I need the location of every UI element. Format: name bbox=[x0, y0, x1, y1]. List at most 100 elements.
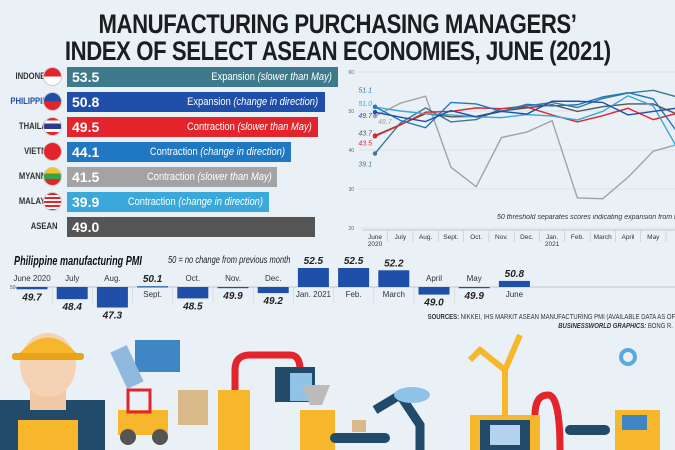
country-name: PHILIPPINES bbox=[10, 96, 58, 106]
pmi-bar-group: Aug. 47.3 bbox=[92, 274, 128, 322]
y-tick-label: 30 bbox=[348, 187, 354, 193]
pmi-bar bbox=[418, 287, 450, 295]
pmi-month-label: Feb. bbox=[346, 290, 362, 299]
bar-value: 53.5 bbox=[72, 69, 100, 85]
pmi-bar-group: June 2020 49.7 bbox=[13, 274, 51, 303]
country-name: ASEAN bbox=[31, 221, 58, 231]
series-start-label: 51.0 bbox=[358, 101, 372, 108]
pmi-month-label: April bbox=[426, 274, 442, 283]
y-tick-label: 50 bbox=[348, 109, 354, 115]
pmi-month-label: Jan. 2021 bbox=[296, 290, 332, 299]
series-line-indonesia bbox=[374, 89, 675, 154]
bar-value: 49.5 bbox=[72, 119, 100, 135]
bar-description: Contraction (change in direction) bbox=[149, 146, 285, 158]
country-bar: 41.5 Contraction (slower than May) bbox=[67, 167, 278, 187]
pmi-bar bbox=[177, 287, 209, 299]
conveyor-icon bbox=[300, 385, 390, 450]
series-line-thailand bbox=[374, 106, 675, 137]
pmi-chart-title: Philippine manufacturing PMI bbox=[14, 253, 142, 268]
x-tick-label: Nov. bbox=[495, 234, 508, 241]
pmi-value-label: 50.1 bbox=[143, 274, 163, 285]
pmi-bar bbox=[257, 287, 289, 294]
series-start-label: 51.1 bbox=[358, 88, 372, 95]
control-panel-icon bbox=[565, 410, 660, 450]
country-bar: 49.5 Contraction (slower than May) bbox=[67, 117, 318, 137]
series-start-label: 49.7 bbox=[358, 113, 373, 120]
pmi-value-label: 52.2 bbox=[384, 258, 404, 269]
country-name: INDONESIA bbox=[15, 71, 58, 81]
country-row-vietnam: VIETNAM 44.1 Contraction (change in dire… bbox=[0, 142, 345, 162]
x-tick-label: Dec. bbox=[520, 234, 534, 241]
pmi-month-label: Dec. bbox=[265, 274, 281, 283]
pmi-bar bbox=[498, 280, 530, 287]
pmi-value-label: 49.0 bbox=[423, 298, 444, 309]
country-row-asean: ASEAN 49.0 bbox=[0, 217, 345, 237]
thailand-flag-icon bbox=[43, 117, 62, 136]
pmi-bar bbox=[56, 287, 88, 300]
factory-illustration bbox=[0, 333, 660, 450]
malaysia-flag-icon bbox=[43, 192, 62, 211]
x-tick-label: Oct. bbox=[470, 234, 482, 241]
pmi-value-label: 47.3 bbox=[102, 311, 123, 322]
pmi-bar bbox=[217, 287, 249, 289]
country-bar: 44.1 Contraction (change in direction) bbox=[67, 142, 291, 162]
y-tick-label: 20 bbox=[348, 226, 354, 232]
x-tick-label: Sept. bbox=[443, 234, 458, 241]
pmi-value-label: 50.8 bbox=[505, 269, 525, 280]
pmi-value-label: 49.9 bbox=[222, 291, 243, 302]
pmi-bar bbox=[458, 287, 490, 289]
pmi-bar-group: Nov. 49.9 bbox=[212, 274, 249, 303]
pmi-value-label: 49.7 bbox=[21, 292, 42, 303]
bar-description: Contraction (slower than May) bbox=[187, 121, 312, 133]
worker-icon bbox=[0, 333, 105, 450]
y-tick-label: 60 bbox=[348, 70, 354, 76]
country-row-indonesia: INDONESIA 53.5 Expansion (slower than Ma… bbox=[0, 67, 345, 87]
bar-value: 44.1 bbox=[72, 144, 100, 160]
country-bar: 39.9 Contraction (change in direction) bbox=[67, 192, 270, 212]
myanmar-flag-icon bbox=[43, 167, 62, 186]
series-start-point bbox=[372, 151, 378, 156]
sources-note: SOURCES: NIKKEI, IHS MARKIT ASEAN MANUFA… bbox=[427, 314, 675, 321]
pmi-month-label: Nov. bbox=[225, 274, 241, 283]
y-tick-label: 40 bbox=[348, 148, 354, 154]
bar-description: Contraction (slower than May) bbox=[146, 171, 272, 183]
pmi-bar-group: Oct. 48.5 bbox=[172, 274, 209, 312]
pmi-value-label: 52.5 bbox=[304, 256, 324, 267]
pmi-month-label: Oct. bbox=[185, 274, 200, 283]
pmi-month-label: July bbox=[65, 274, 79, 283]
pmi-value-label: 49.9 bbox=[463, 291, 484, 302]
vietnam-flag-icon bbox=[43, 142, 62, 161]
pmi-bar-group: April 49.0 bbox=[413, 274, 450, 309]
pmi-bar bbox=[137, 286, 169, 288]
pmi-bar-group: May 49.9 bbox=[453, 274, 490, 303]
pmi-value-label: 48.5 bbox=[182, 301, 203, 312]
series-start-point bbox=[372, 134, 378, 139]
series-line-myanmar bbox=[374, 95, 675, 200]
x-tick-label: Feb. bbox=[571, 234, 584, 241]
threshold-annotation: 50 threshold separates scores indicating… bbox=[497, 214, 675, 221]
press-machine-icon bbox=[467, 333, 564, 450]
bar-description: Contraction (change in direction) bbox=[128, 196, 264, 208]
x-tick-label: Aug. bbox=[419, 234, 433, 241]
series-start-label: 39.1 bbox=[358, 162, 372, 169]
country-name: MALAYSIA bbox=[18, 196, 58, 206]
pmi-month-label: Sept. bbox=[143, 290, 162, 299]
robot-arm-icon bbox=[372, 387, 430, 450]
country-row-malaysia: MALAYSIA 39.9 Contraction (change in dir… bbox=[0, 192, 345, 212]
series-start-label: 43.7 bbox=[358, 131, 373, 138]
bar-value: 39.9 bbox=[72, 194, 100, 210]
pmi-bar-group: Feb. 52.5 bbox=[333, 256, 370, 303]
series-start-label: 43.5 bbox=[358, 140, 372, 147]
philippines-flag-icon bbox=[43, 92, 62, 111]
country-name: VIETNAM bbox=[23, 146, 58, 156]
pmi-bar-group: June 50.8 bbox=[498, 269, 530, 299]
x-tick-label: May bbox=[647, 234, 660, 241]
series-start-point bbox=[372, 104, 378, 109]
x-tick-label: July bbox=[395, 234, 407, 241]
indonesia-flag-icon bbox=[43, 67, 62, 86]
series-start-point bbox=[372, 113, 378, 119]
blueprint-icon bbox=[110, 340, 180, 389]
gear-icon bbox=[619, 348, 637, 366]
pmi-month-label: May bbox=[467, 274, 482, 283]
